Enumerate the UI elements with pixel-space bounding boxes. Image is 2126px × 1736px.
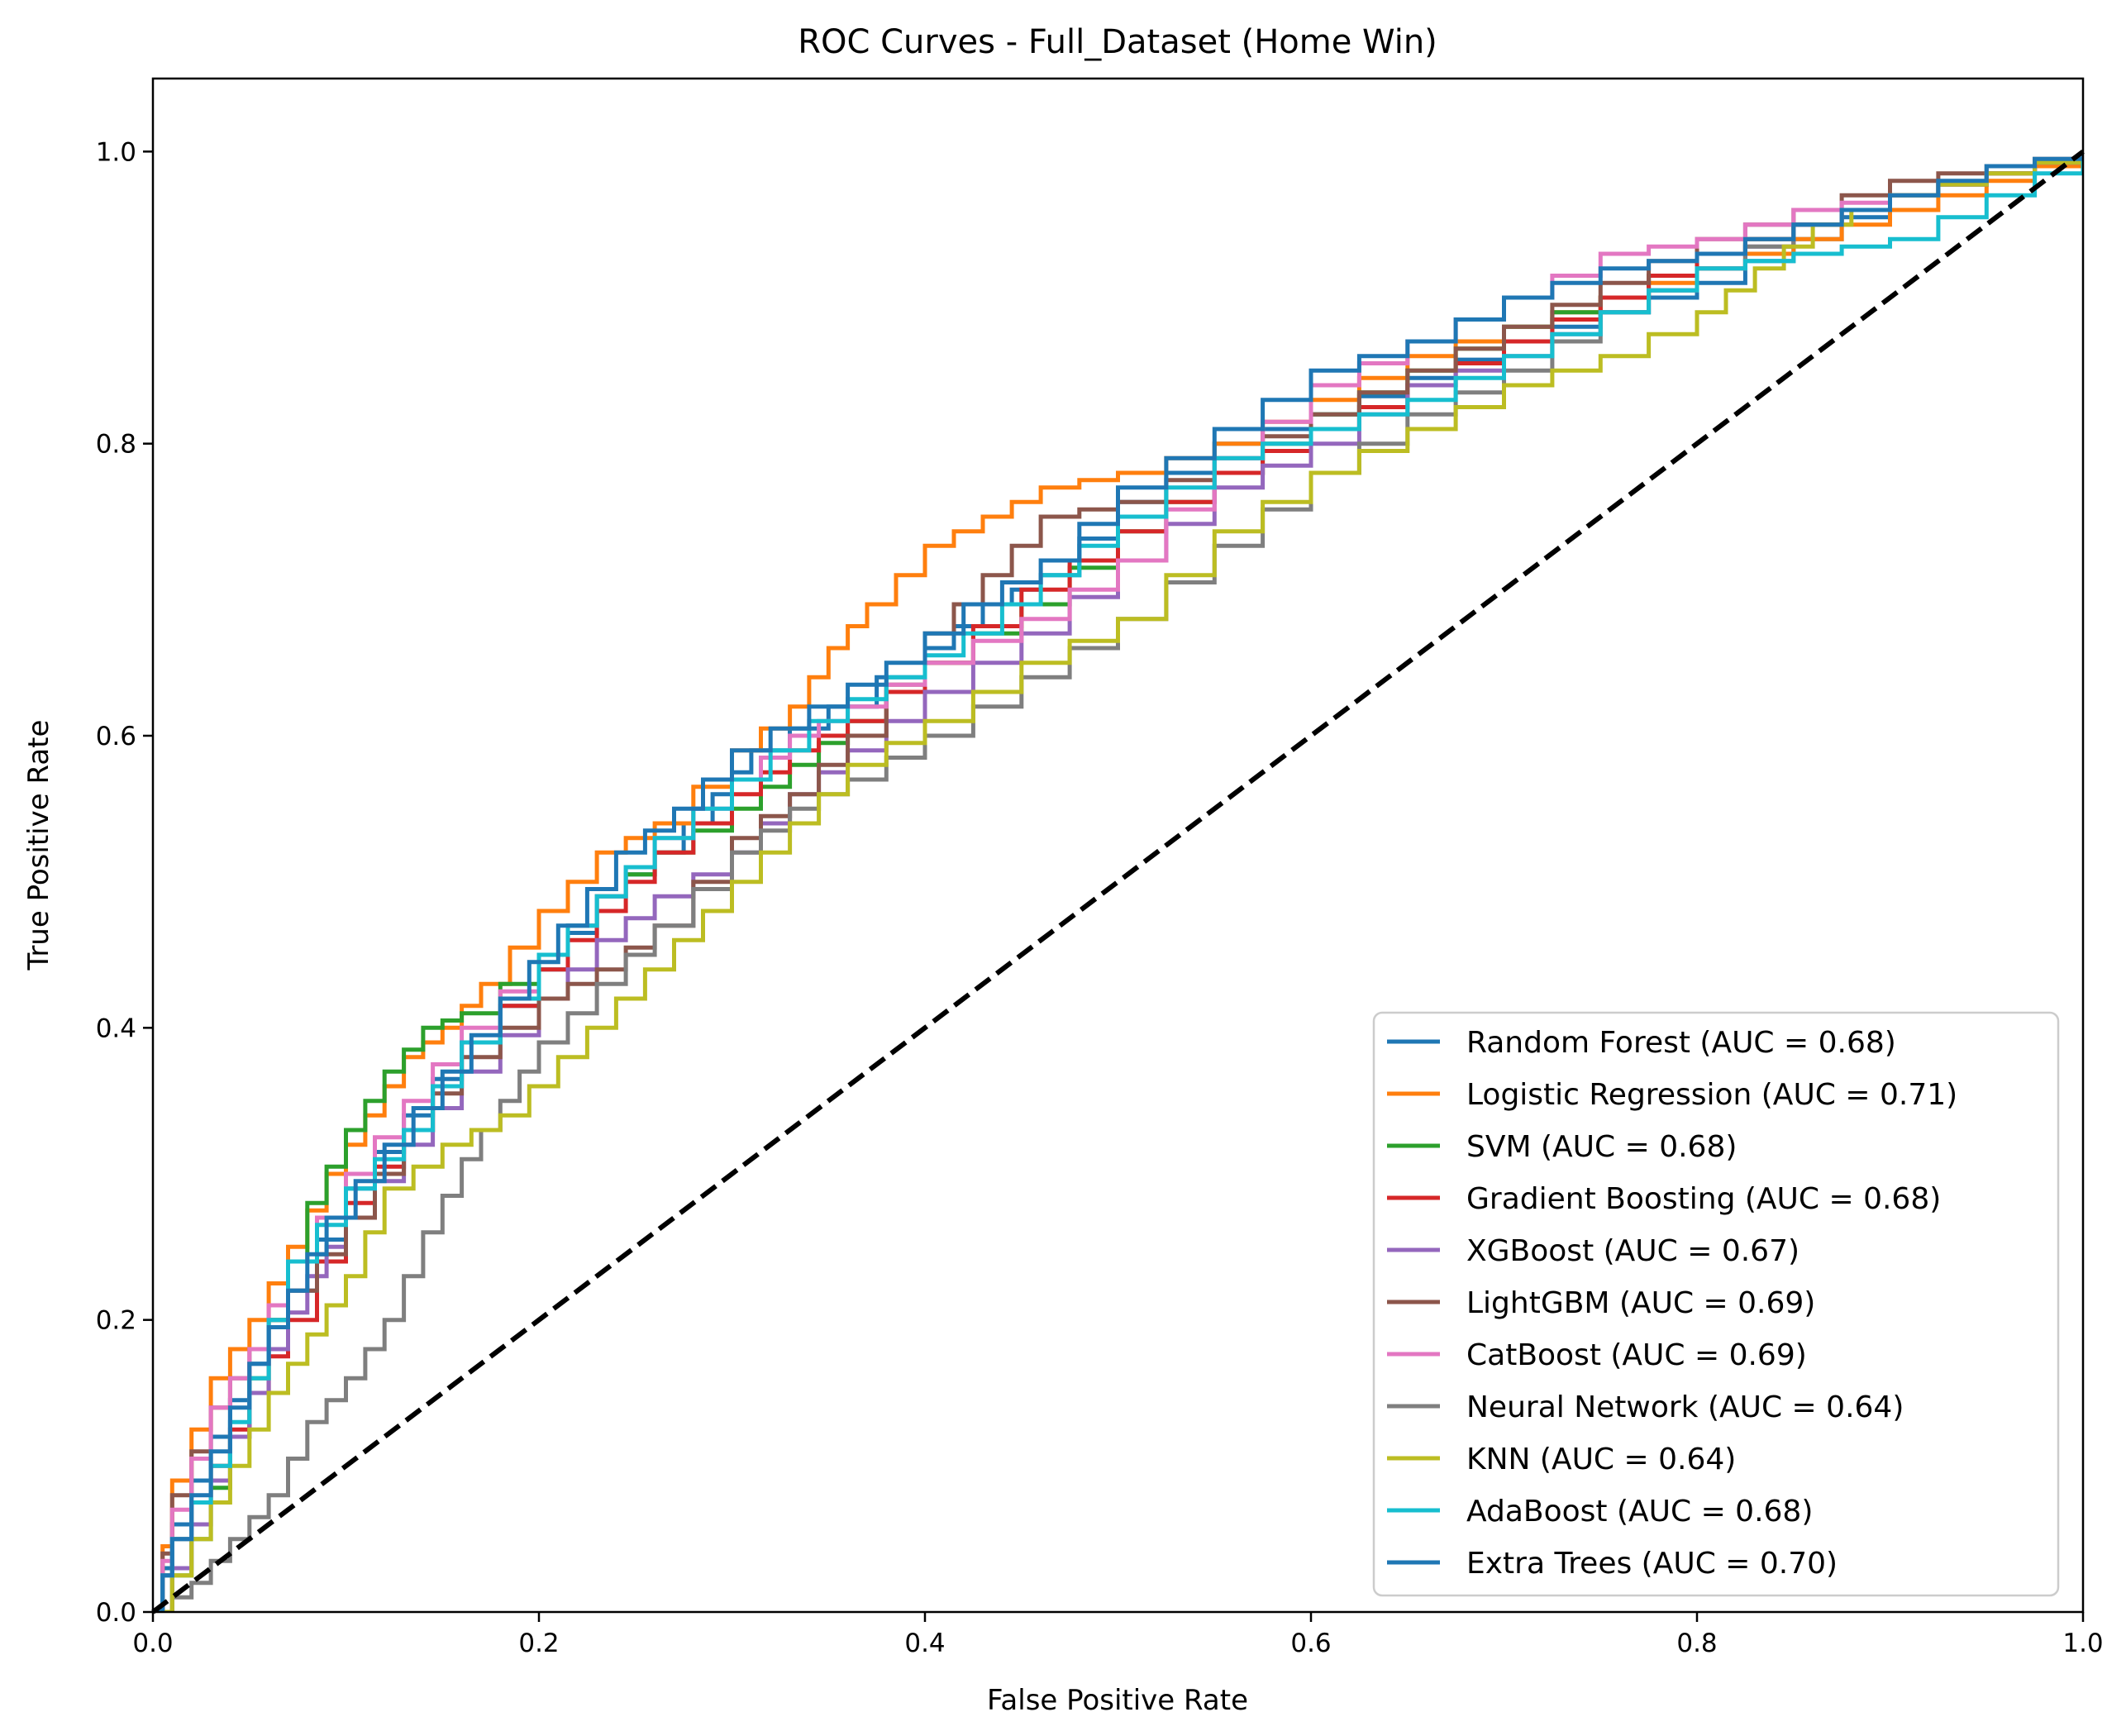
legend-entries: Random Forest (AUC = 0.68) Logistic Regre… — [1387, 1026, 1957, 1581]
y-tick-label: 0.6 — [96, 722, 136, 751]
x-tick-label: 0.4 — [904, 1629, 945, 1658]
legend-label: Gradient Boosting (AUC = 0.68) — [1466, 1182, 1941, 1216]
x-axis-label: False Positive Rate — [987, 1684, 1248, 1717]
legend-label: SVM (AUC = 0.68) — [1466, 1130, 1737, 1164]
series-layer — [153, 151, 2083, 1612]
legend-label: CatBoost (AUC = 0.69) — [1466, 1338, 1807, 1372]
plot-frame — [151, 77, 2085, 1614]
y-axis-label: True Positive Rate — [22, 720, 55, 971]
y-tick-label: 0.2 — [96, 1306, 136, 1336]
legend-label: Random Forest (AUC = 0.68) — [1466, 1026, 1896, 1060]
legend-label: KNN (AUC = 0.64) — [1466, 1443, 1736, 1476]
y-tick-label: 0.4 — [96, 1013, 136, 1043]
legend-label: LightGBM (AUC = 0.69) — [1466, 1286, 1815, 1320]
x-tick-label: 1.0 — [2062, 1629, 2103, 1658]
y-tick-label: 0.8 — [96, 430, 136, 460]
legend-box — [1372, 1011, 2060, 1597]
series-line-8 — [153, 151, 2083, 1612]
legend-label: AdaBoost (AUC = 0.68) — [1466, 1495, 1813, 1529]
x-tick-label: 0.6 — [1290, 1629, 1331, 1658]
plot-area — [151, 77, 2085, 1614]
legend: Random Forest (AUC = 0.68) Logistic Regre… — [1372, 1011, 2060, 1597]
x-tick-label: 0.0 — [132, 1629, 173, 1658]
y-tick-label: 0.0 — [96, 1598, 136, 1628]
x-tick-label: 0.2 — [518, 1629, 559, 1658]
x-axis-ticks: 0.0 0.2 0.4 0.6 0.8 1.0 — [132, 1612, 2104, 1658]
legend-label: Extra Trees (AUC = 0.70) — [1466, 1547, 1838, 1581]
legend-label: Neural Network (AUC = 0.64) — [1466, 1390, 1904, 1424]
x-tick-label: 0.8 — [1676, 1629, 1717, 1658]
legend-label: XGBoost (AUC = 0.67) — [1466, 1234, 1799, 1268]
series-line-10 — [153, 151, 2083, 1612]
y-axis-ticks: 0.0 0.2 0.4 0.6 0.8 1.0 — [96, 137, 153, 1628]
y-tick-label: 1.0 — [96, 137, 136, 167]
legend-label: Logistic Regression (AUC = 0.71) — [1466, 1078, 1957, 1112]
chart-title: ROC Curves - Full_Dataset (Home Win) — [798, 23, 1437, 61]
chance-reference-line — [151, 149, 2085, 1614]
